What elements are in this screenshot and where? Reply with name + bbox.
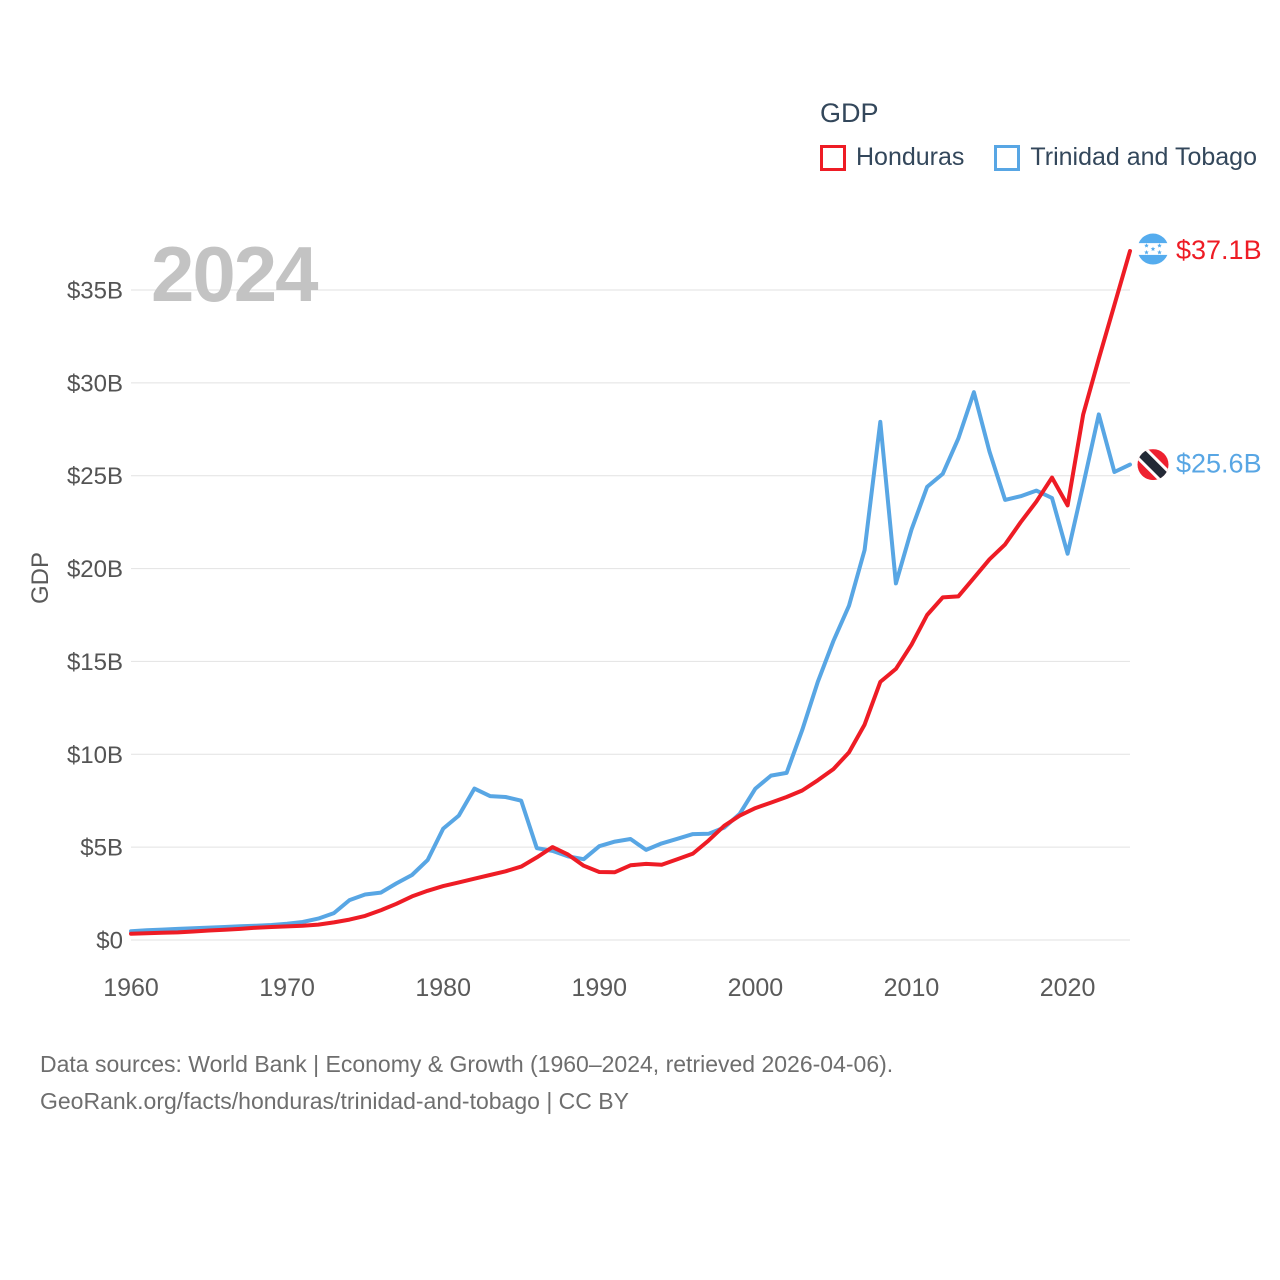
x-axis-tick-label: 1990 (571, 974, 627, 1002)
y-axis-tick-label: $25B (67, 463, 123, 490)
trinidad-and-tobago-series-swatch (994, 144, 1021, 171)
trinidad-and-tobago-end-value-label: $25.6B (1176, 449, 1262, 479)
y-axis-tick-label: $15B (67, 649, 123, 676)
legend-label-trinidad-and-tobago: Trinidad and Tobago (1030, 143, 1257, 171)
y-axis-tick-label: $35B (67, 278, 123, 305)
watermark-year: 2024 (151, 230, 318, 318)
y-axis-tick-label: $5B (80, 835, 123, 862)
x-axis-tick-label: 1970 (259, 974, 315, 1002)
trinidad-and-tobago-line[interactable] (129, 390, 1132, 934)
source-attribution: Data sources: World Bank | Economy & Gro… (40, 1046, 893, 1120)
y-axis-tick-label: $10B (67, 742, 123, 769)
legend-title: GDP (820, 98, 879, 128)
honduras-line[interactable] (129, 249, 1132, 936)
x-axis-tick-label: 2010 (884, 974, 940, 1002)
trinidad-and-tobago-flag-icon (1133, 444, 1173, 485)
legend-label-honduras: Honduras (856, 143, 965, 171)
honduras-end-value-label: $37.1B (1176, 235, 1262, 265)
x-axis-tick-label: 1960 (103, 974, 159, 1002)
honduras-flag-icon (1137, 233, 1169, 265)
chart-legend: GDP Honduras Trinidad and Tobago (820, 98, 1257, 172)
source-line-1: Data sources: World Bank | Economy & Gro… (40, 1051, 894, 1077)
legend-item-honduras[interactable]: Honduras (820, 143, 964, 172)
source-line-2: GeoRank.org/facts/honduras/trinidad-and-… (40, 1088, 629, 1114)
legend-item-trinidad-and-tobago[interactable]: Trinidad and Tobago (994, 143, 1257, 172)
y-axis-tick-label: $0 (96, 928, 123, 955)
x-axis-tick-label: 2000 (728, 974, 784, 1002)
y-axis-tick-label: $20B (67, 556, 123, 583)
legend-items: Honduras Trinidad and Tobago (820, 143, 1257, 172)
x-axis-tick-label: 2020 (1040, 974, 1096, 1002)
x-axis-tick-label: 1980 (415, 974, 471, 1002)
y-axis-tick-label: $30B (67, 370, 123, 397)
y-axis-title: GDP (27, 552, 54, 604)
honduras-series-swatch (820, 144, 846, 171)
